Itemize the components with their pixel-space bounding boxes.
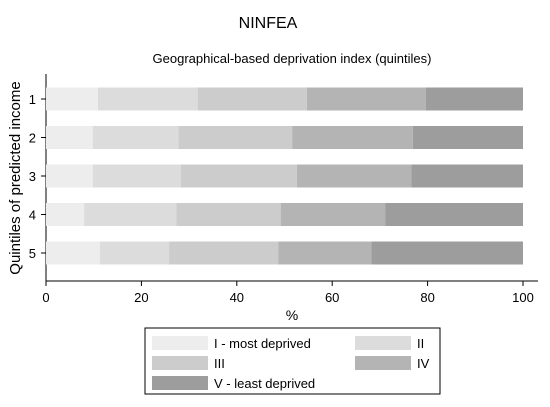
- bar-segment: [292, 126, 413, 149]
- y-tick-label: 3: [29, 169, 36, 184]
- legend-label: III: [214, 356, 225, 371]
- bar-segment: [46, 203, 85, 226]
- y-tick-label: 5: [29, 246, 36, 261]
- x-tick-label: 60: [325, 290, 339, 305]
- chart-title: NINFEA: [239, 15, 298, 32]
- bar-segment: [92, 164, 181, 188]
- y-tick-label: 1: [29, 92, 36, 107]
- legend-swatch: [152, 376, 208, 390]
- bar-segment: [97, 87, 198, 111]
- bar-segment: [425, 87, 523, 111]
- bar-segment: [178, 126, 293, 149]
- legend-label: II: [417, 336, 424, 351]
- bar-segment: [296, 164, 412, 188]
- bar-segment: [176, 203, 281, 226]
- x-axis-label: %: [286, 307, 298, 323]
- bar-segment: [385, 203, 523, 226]
- bar-segment: [180, 164, 297, 188]
- bar-segment: [99, 241, 170, 265]
- x-tick-label: 100: [512, 290, 534, 305]
- bar-segment: [412, 126, 523, 149]
- bar-segment: [169, 241, 279, 265]
- bar-segment: [92, 126, 179, 149]
- bar-segment: [411, 164, 523, 188]
- y-axis-label: Quintiles of predicted income: [7, 81, 24, 274]
- bar-segment: [278, 241, 372, 265]
- bar-segment: [197, 87, 307, 111]
- legend-label: I - most deprived: [214, 336, 311, 351]
- bar-segment: [46, 241, 100, 265]
- bar-segment: [371, 241, 523, 265]
- legend-label: V - least deprived: [214, 376, 315, 391]
- x-ticks-layer: 0 20 40 60 80 100: [42, 281, 534, 305]
- y-tick-label: 4: [29, 208, 36, 223]
- legend-swatch: [152, 356, 208, 370]
- legend-label: IV: [417, 356, 430, 371]
- legend-swatch: [355, 336, 411, 350]
- x-tick-label: 20: [134, 290, 148, 305]
- chart-subtitle: Geographical-based deprivation index (qu…: [153, 51, 432, 66]
- legend-swatch: [355, 356, 411, 370]
- bar-segment: [306, 87, 426, 111]
- bars-layer: [46, 87, 523, 265]
- y-ticks-layer: 1 2 3 4 5: [29, 92, 46, 261]
- bar-segment: [84, 203, 177, 226]
- bar-segment: [280, 203, 386, 226]
- x-tick-label: 40: [230, 290, 244, 305]
- bar-segment: [46, 164, 93, 188]
- x-tick-label: 0: [42, 290, 49, 305]
- x-tick-label: 80: [420, 290, 434, 305]
- y-tick-label: 2: [29, 131, 36, 146]
- legend-swatch: [152, 336, 208, 350]
- bar-segment: [46, 87, 98, 111]
- bar-segment: [46, 126, 93, 149]
